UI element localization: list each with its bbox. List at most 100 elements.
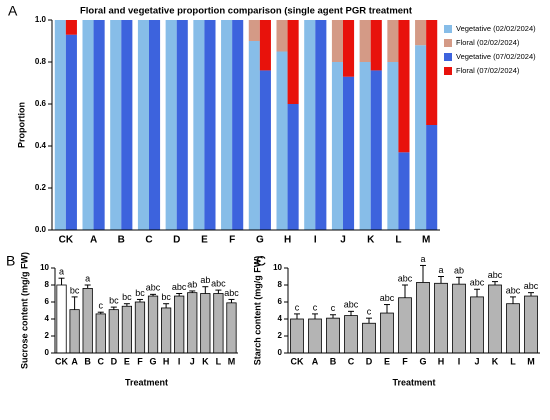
significance-letter: abc bbox=[398, 273, 413, 283]
y-tick-label: 0.8 bbox=[35, 57, 47, 66]
x-tick-label: E bbox=[124, 356, 130, 366]
x-axis-label: Treatment bbox=[125, 377, 168, 387]
legend-label: Floral (02/02/2024) bbox=[456, 38, 520, 47]
y-tick-label: 6 bbox=[278, 297, 283, 306]
y-tick-label: 8 bbox=[45, 280, 50, 289]
bar-segment bbox=[93, 20, 105, 230]
bar bbox=[56, 284, 67, 354]
bar-segment bbox=[259, 70, 271, 231]
bar bbox=[524, 295, 538, 354]
bar-segment bbox=[176, 20, 188, 230]
x-tick-label: F bbox=[229, 235, 235, 246]
significance-letter: ab bbox=[200, 275, 210, 285]
bar-segment bbox=[343, 20, 355, 77]
x-tick-label: C bbox=[145, 235, 152, 246]
significance-letter: c bbox=[313, 302, 318, 312]
x-tick-label: B bbox=[84, 356, 91, 366]
bar bbox=[506, 303, 520, 354]
x-tick-label: J bbox=[340, 235, 346, 246]
x-tick-label: M bbox=[422, 235, 430, 246]
bar bbox=[200, 293, 211, 354]
bar-segment bbox=[287, 104, 299, 230]
bar-segment bbox=[315, 20, 327, 230]
significance-letter: bc bbox=[109, 295, 119, 305]
bar-segment bbox=[426, 20, 438, 125]
significance-letter: c bbox=[99, 301, 104, 311]
x-tick-label: A bbox=[90, 235, 97, 246]
bar-segment bbox=[343, 76, 355, 230]
bar-segment bbox=[149, 20, 161, 230]
panel-label: B bbox=[6, 253, 15, 269]
x-tick-label: G bbox=[150, 356, 157, 366]
significance-letter: abc bbox=[224, 288, 239, 298]
bar bbox=[434, 282, 448, 354]
x-tick-label: D bbox=[111, 356, 118, 366]
x-tick-label: A bbox=[312, 356, 319, 366]
significance-letter: c bbox=[331, 303, 336, 313]
significance-letter: bc bbox=[70, 285, 80, 295]
y-axis-label: Proportion bbox=[16, 102, 26, 148]
bar-segment bbox=[54, 20, 66, 230]
x-tick-label: J bbox=[474, 356, 479, 366]
significance-letter: c bbox=[367, 307, 372, 317]
x-tick-label: B bbox=[118, 235, 125, 246]
bar-segment bbox=[287, 20, 299, 104]
x-tick-label: F bbox=[137, 356, 143, 366]
bar-segment bbox=[193, 20, 205, 230]
x-tick-label: K bbox=[202, 356, 209, 366]
x-tick-label: J bbox=[190, 356, 195, 366]
significance-letter: abc bbox=[344, 300, 359, 310]
significance-letter: ab bbox=[454, 266, 464, 276]
significance-letter: a bbox=[85, 273, 90, 283]
x-tick-label: L bbox=[510, 356, 516, 366]
significance-letter: abc bbox=[470, 278, 485, 288]
significance-letter: a bbox=[438, 265, 443, 275]
bar bbox=[416, 282, 430, 354]
y-axis-label: Starch content (mg/g FW) bbox=[252, 256, 262, 366]
bar bbox=[226, 302, 237, 354]
bar bbox=[69, 309, 80, 354]
bar bbox=[187, 292, 198, 354]
bar-segment bbox=[65, 20, 77, 35]
significance-letter: ab bbox=[187, 279, 197, 289]
x-tick-label: M bbox=[228, 356, 236, 366]
bar-segment bbox=[304, 20, 316, 230]
legend-swatch bbox=[444, 53, 452, 61]
bar-segment bbox=[387, 62, 399, 230]
bar bbox=[470, 296, 484, 354]
y-tick-label: 4 bbox=[278, 314, 283, 323]
x-tick-label: I bbox=[178, 356, 181, 366]
x-tick-label: E bbox=[201, 235, 208, 246]
x-tick-label: L bbox=[395, 235, 401, 246]
bar-segment bbox=[276, 51, 288, 230]
bar-segment bbox=[276, 20, 288, 52]
bar-segment bbox=[110, 20, 122, 230]
bar-segment bbox=[232, 20, 244, 230]
bar-segment bbox=[204, 20, 216, 230]
bar bbox=[174, 295, 185, 354]
significance-letter: abc bbox=[211, 278, 226, 288]
x-tick-label: H bbox=[438, 356, 445, 366]
y-tick-label: 0.4 bbox=[35, 141, 47, 150]
bar bbox=[82, 287, 93, 354]
x-tick-label: G bbox=[256, 235, 264, 246]
x-tick-label: D bbox=[173, 235, 180, 246]
bar bbox=[398, 297, 412, 354]
chart-title: Floral and vegetative proportion compari… bbox=[80, 6, 413, 17]
x-tick-label: CK bbox=[59, 235, 74, 246]
bar bbox=[308, 318, 322, 354]
bar-segment bbox=[165, 20, 177, 230]
significance-letter: abc bbox=[380, 293, 395, 303]
bar bbox=[213, 293, 224, 354]
bar-segment bbox=[221, 20, 233, 230]
significance-letter: a bbox=[59, 267, 64, 277]
bar-segment bbox=[359, 20, 371, 62]
x-tick-label: K bbox=[367, 235, 375, 246]
legend-swatch bbox=[444, 25, 452, 33]
legend-swatch bbox=[444, 39, 452, 47]
significance-letter: bc bbox=[122, 292, 132, 302]
bar bbox=[344, 315, 358, 354]
significance-letter: bc bbox=[135, 288, 145, 298]
significance-letter: abc bbox=[146, 283, 161, 293]
y-tick-label: 10 bbox=[40, 263, 49, 272]
